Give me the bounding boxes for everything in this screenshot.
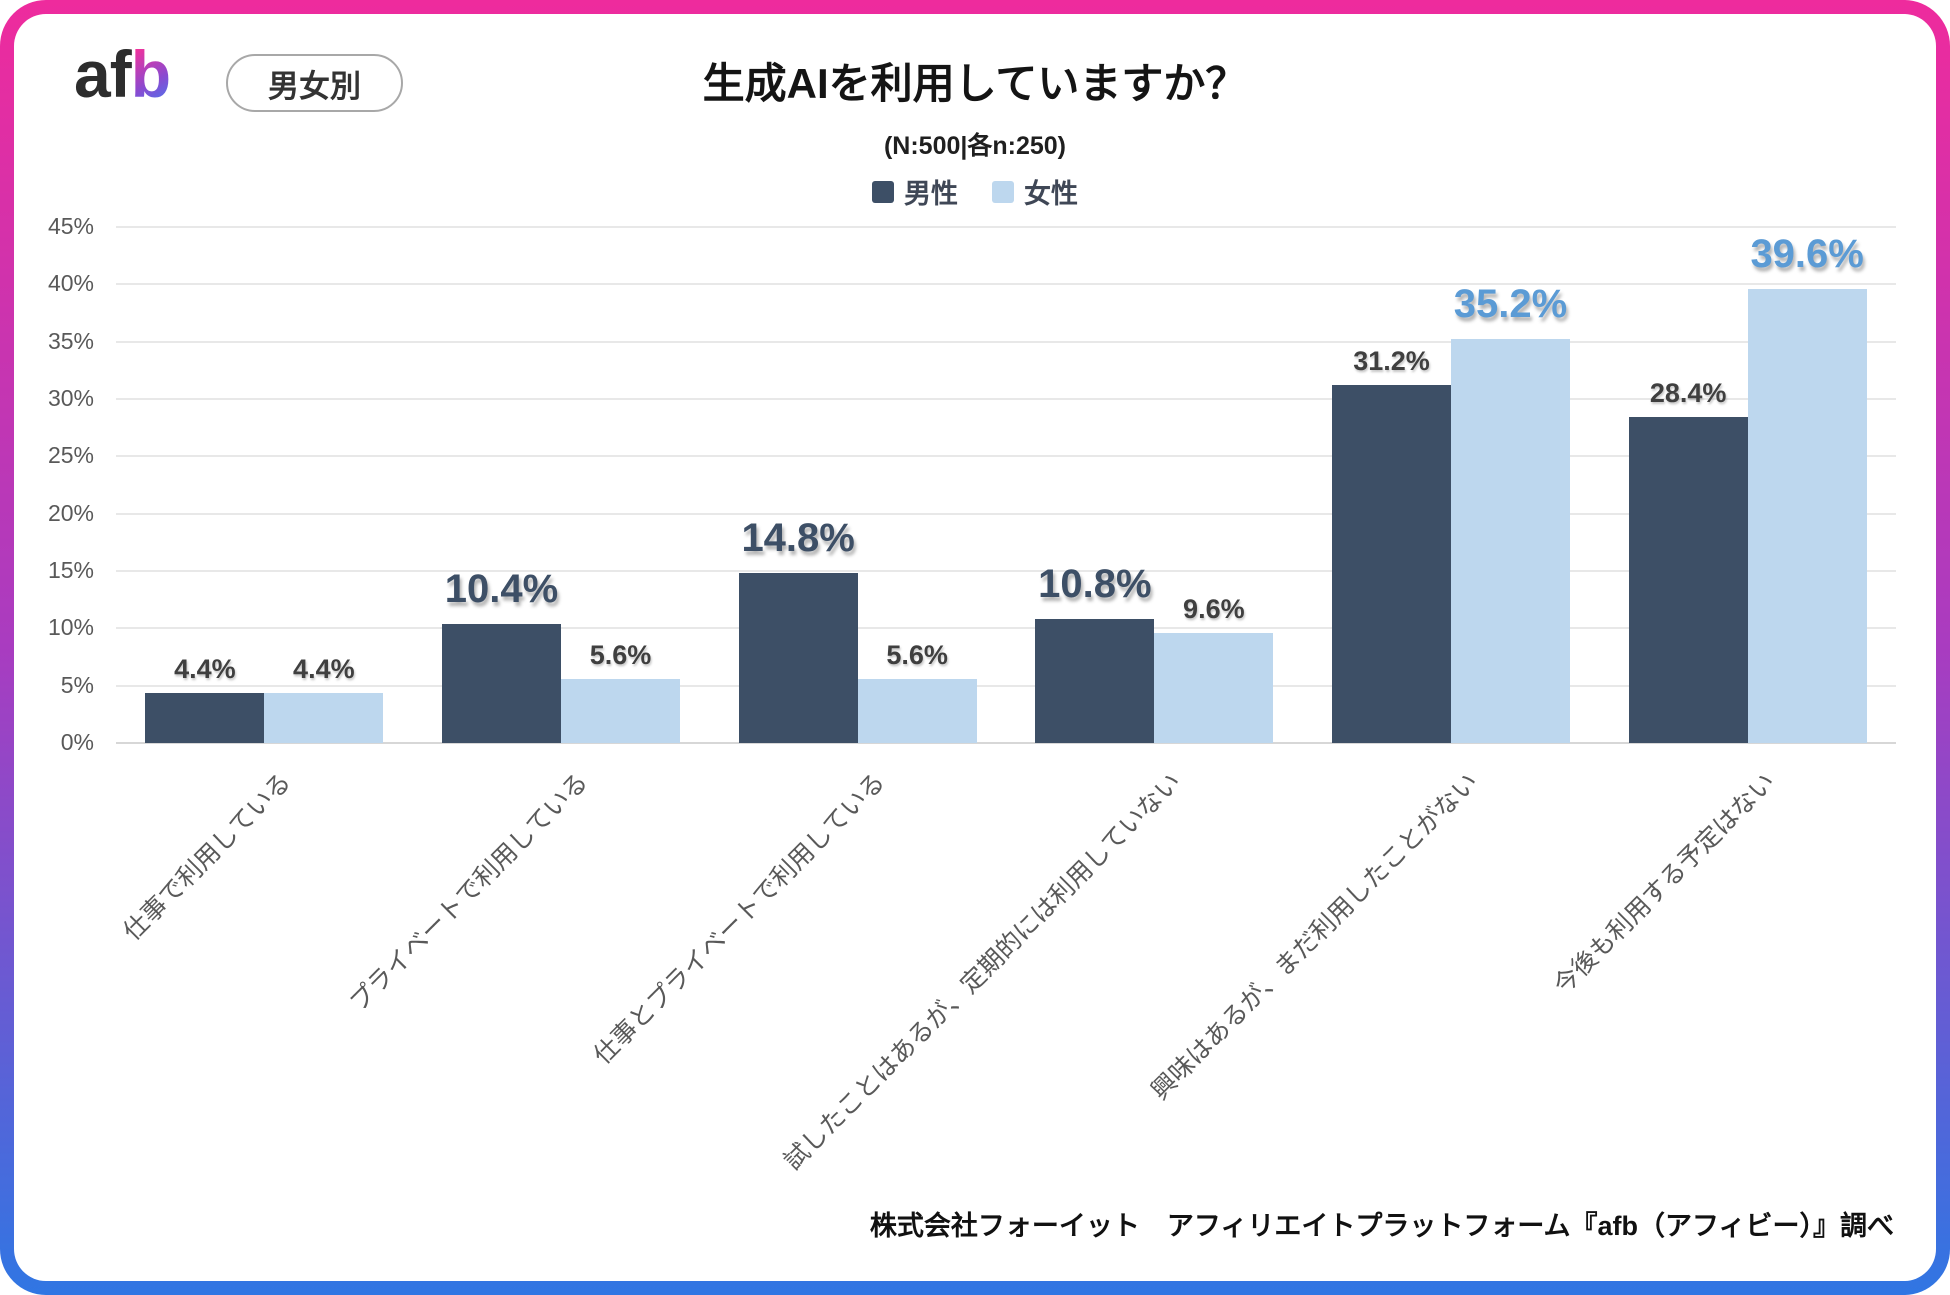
value-label-male-2: 14.8% (741, 516, 855, 561)
chart-title: 生成AIを利用していますか？ (702, 60, 1248, 107)
value-label-male-3: 10.8% (1038, 562, 1152, 607)
chart-canvas: afb 男女別 生成AIを利用していますか？ (N:500|各n:250) 男性… (14, 14, 1936, 1281)
gridline-10% (116, 627, 1896, 630)
value-label-female-3: 9.6% (1183, 593, 1245, 624)
male-series-swatch (872, 180, 894, 203)
bar-male-1 (442, 623, 561, 743)
y-tick-label-10%: 10% (47, 614, 94, 641)
y-tick-label-35%: 35% (47, 327, 94, 354)
gridline-15% (116, 570, 1896, 572)
gridline-40% (116, 283, 1896, 286)
bar-female-3 (1154, 632, 1274, 743)
sample-size-subtitle: (N:500|各n:250) (883, 132, 1067, 160)
afb-logo-dark-part: af (74, 37, 132, 111)
value-label-female-5: 39.6% (1750, 231, 1864, 276)
y-tick-label-40%: 40% (47, 270, 94, 297)
value-label-female-4: 35.2% (1453, 282, 1568, 327)
bar-male-0 (145, 692, 265, 743)
value-label-male-5: 28.4% (1649, 378, 1727, 409)
category-label-3: 試したことはあるが、定期的には利用していない (778, 767, 1187, 1176)
value-label-male-1: 10.4% (444, 566, 559, 611)
gridline-45% (116, 226, 1896, 228)
gridline-0% (116, 742, 1896, 744)
gender-breakdown-badge: 男女別 (226, 54, 403, 112)
category-label-2: 仕事とプライベートで利用している (588, 767, 891, 1070)
y-tick-label-0%: 0% (60, 729, 94, 755)
bar-male-5 (1628, 417, 1748, 743)
y-tick-label-45%: 45% (47, 213, 94, 239)
category-label-0: 仕事で利用している (118, 767, 297, 947)
y-tick-label-25%: 25% (47, 442, 94, 469)
male-series-label: 男性 (904, 179, 958, 209)
category-label-5: 今後も利用する予定はない (1548, 767, 1781, 1000)
y-tick-label-20%: 20% (47, 499, 94, 526)
afb-logo: afb (74, 36, 171, 112)
bar-male-4 (1332, 385, 1451, 743)
category-label-4: 興味はあるが、まだ利用したことがない (1145, 767, 1484, 1106)
bar-female-4 (1451, 339, 1570, 743)
y-tick-label-15%: 15% (47, 557, 94, 583)
y-axis: 0% 5% 10% 15% 20% 25% 30% 35% 40% 45% (14, 213, 104, 755)
value-label-female-0: 4.4% (293, 653, 355, 684)
y-tick-label-5%: 5% (60, 671, 94, 698)
female-series-label: 女性 (1024, 179, 1078, 209)
value-label-male-4: 31.2% (1353, 346, 1430, 377)
bar-male-2 (738, 573, 858, 743)
gridline-35% (116, 340, 1896, 343)
gridline-5% (116, 684, 1896, 687)
gridline-20% (116, 512, 1896, 515)
plot-area: 4.4% 10.4% 14.8% 10.8% 31.2% 28.4% 4.4% 5.6% 5.6… (116, 226, 1896, 1176)
bar-female-0 (264, 692, 384, 743)
value-label-female-1: 5.6% (589, 639, 652, 670)
legend-item-male: 男性 (872, 172, 958, 211)
legend-item-female: 女性 (992, 172, 1078, 211)
bar-female-2 (857, 678, 977, 743)
value-label-male-0: 4.4% (174, 653, 236, 684)
bar-male-3 (1035, 619, 1155, 743)
bar-female-5 (1747, 288, 1867, 743)
source-footer: 株式会社フォーイット アフィリエイトプラットフォーム『afb（アフィビー）』調べ (869, 1211, 1894, 1241)
legend: 男性 女性 (14, 172, 1936, 211)
gridline-30% (116, 398, 1896, 400)
value-label-female-2: 5.6% (886, 639, 948, 670)
category-label-1: プライベートで利用している (344, 767, 594, 1017)
female-series-swatch (992, 180, 1014, 203)
bar-female-1 (561, 678, 680, 743)
afb-logo-gradient-part: b (130, 37, 171, 111)
gridline-25% (116, 455, 1896, 458)
y-tick-label-30%: 30% (47, 385, 94, 411)
